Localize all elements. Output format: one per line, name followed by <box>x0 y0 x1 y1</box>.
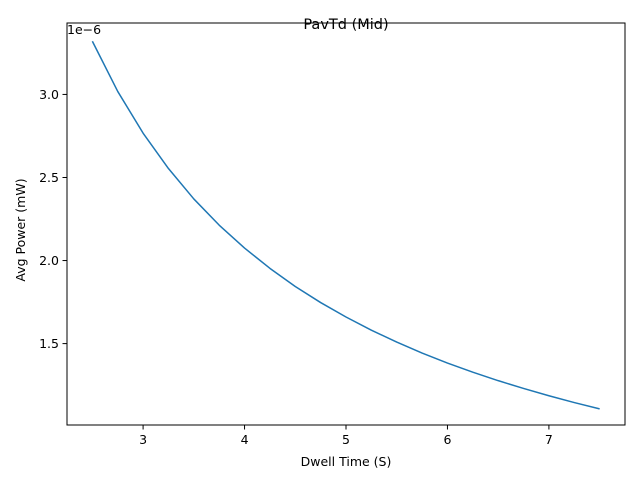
x-tick-label: 7 <box>545 432 553 447</box>
y-axis-offset-label: 1e−6 <box>67 22 101 37</box>
y-tick-label: 2.5 <box>39 170 59 185</box>
chart-title: PavTd (Mid) <box>303 17 388 33</box>
x-tick-label: 5 <box>342 432 350 447</box>
y-tick-label: 1.5 <box>39 336 59 351</box>
x-tick-label: 6 <box>443 432 451 447</box>
y-tick-label: 3.0 <box>39 87 59 102</box>
plot-lines <box>91 40 600 410</box>
y-tick-label: 2.0 <box>39 253 59 268</box>
x-tick-label: 3 <box>139 432 147 447</box>
y-axis-ticks: 1.5 2.0 2.5 3.0 <box>39 87 67 351</box>
x-axis-ticks: 3 4 5 6 7 <box>139 425 553 447</box>
x-axis-label: Dwell Time (S) <box>301 454 392 469</box>
y-axis-label: Avg Power (mW) <box>13 178 28 281</box>
x-tick-label: 4 <box>241 432 249 447</box>
series-line-0 <box>91 40 600 410</box>
